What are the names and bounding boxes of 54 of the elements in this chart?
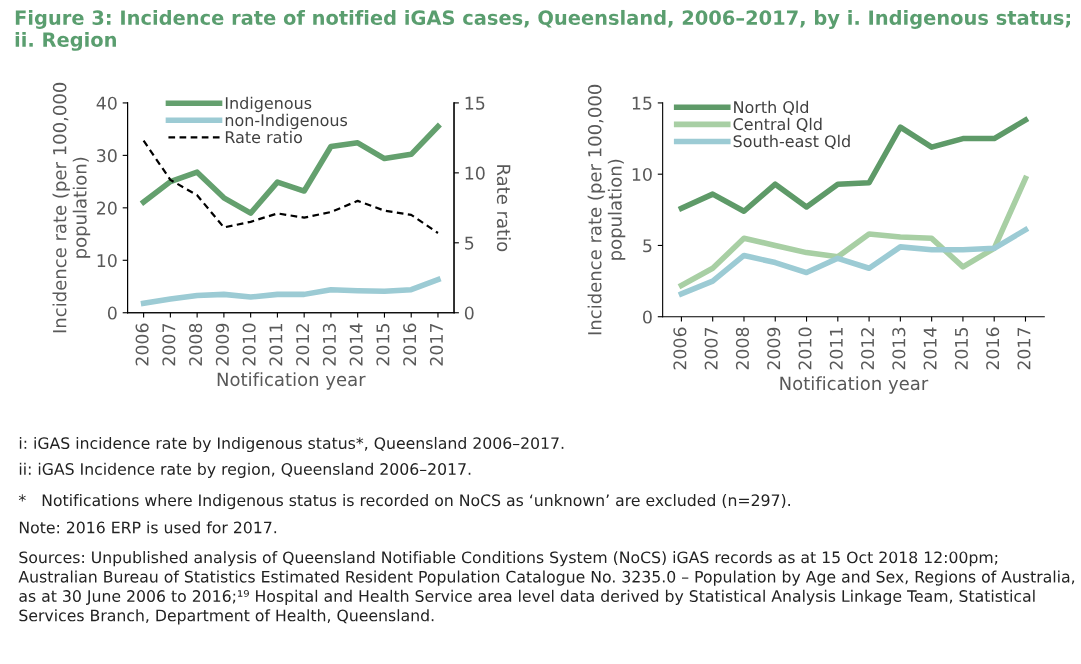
y-axis-title: Incidence rate (per 100,000 population) (52, 82, 91, 333)
x-tick-label: 2009 (215, 323, 229, 366)
x-tick-label: 2011 (269, 324, 283, 366)
y-tick-label: 10 (97, 254, 117, 268)
x-tick-label: 2011 (829, 328, 843, 370)
x-axis-title: Notification year (217, 372, 366, 390)
text: Figure 3: Incidence rate of notified iGAS cases, Queensland, 2006–2017, by i. Indigenous status; ii. Region (15, 9, 1071, 51)
x-tick-label: 2008 (189, 323, 203, 366)
x-axis-title: Notification year (780, 376, 929, 394)
y-tick-label: 30 (97, 149, 117, 163)
y-tick-label: 40 (96, 96, 117, 110)
x-tick-label: 2015 (376, 323, 390, 366)
legend-label: non-Indigenous (225, 113, 348, 130)
x-tick-label: 2016 (986, 327, 1000, 370)
x-tick-label: 2012 (860, 328, 875, 370)
text: ii: iGAS Incidence rate by region, Queensland 2006–2017. (19, 462, 471, 478)
text: * Notifications where Indigenous status is recorded on NoCS as ‘unknown’ are excluded (n=297). (18, 494, 790, 510)
y-tick-label: 0 (107, 306, 117, 320)
y2-tick-label: 0 (464, 306, 474, 320)
x-tick-label: 2006 (135, 323, 149, 366)
x-tick-label: 2006 (673, 327, 687, 370)
y-tick-label: 15 (632, 96, 652, 110)
y2-tick-label: 15 (465, 96, 485, 110)
x-tick-label: 2010 (242, 323, 256, 366)
x-tick-label: 2013 (892, 327, 906, 370)
x-tick-label: 2010 (798, 327, 812, 370)
legend-label: South-east Qld (733, 134, 850, 150)
y-axis-title: Incidence rate (per 100,000 population) (587, 84, 626, 335)
legend-label: Central Qld (733, 117, 822, 133)
legend-label: Rate ratio (225, 130, 302, 144)
x-tick-label: 2012 (296, 324, 310, 366)
text: Note: 2016 ERP is used for 2017. (19, 521, 277, 534)
x-tick-label: 2015 (954, 327, 968, 370)
x-tick-label: 2007 (162, 323, 176, 366)
x-tick-label: 2014 (349, 323, 363, 366)
y-tick-label: 5 (643, 239, 652, 253)
x-tick-label: 2009 (767, 327, 781, 370)
y-tick-label: 20 (97, 201, 117, 215)
x-tick-label: 2017 (429, 323, 443, 366)
legend-label: North Qld (734, 100, 809, 115)
x-tick-label: 2014 (923, 327, 937, 370)
y2-tick-label: 10 (465, 166, 485, 180)
y-tick-label: 0 (643, 310, 652, 324)
x-tick-label: 2007 (704, 327, 718, 370)
text: i: iGAS incidence rate by Indigenous status*, Queensland 2006–2017. (19, 436, 564, 453)
legend-label: Indigenous (225, 96, 312, 113)
x-tick-label: 2008 (735, 327, 750, 370)
x-tick-label: 2016 (403, 323, 417, 366)
source-note: Sources: Unpublished analysis of Queensland Notifiable Conditions System (NoCS) iGAS records as at 15 Oct 2018 12:00pm; Australian Bureau of Statistics Estimated Resident Population Catalogue No. 3235.0 – Population by Age and Sex, Regions of Australia, as at 30 June 2006 to 2016;¹⁹ Hospital and Health Service area level data derived by Statistical Analysis Linkage Team, Statistical Services Branch, Department of Health, Queensland. (18, 551, 1075, 625)
y-tick-label: 10 (632, 167, 652, 182)
x-tick-label: 2013 (322, 323, 336, 366)
y2-axis-title: Rate ratio (496, 165, 511, 252)
y2-tick-label: 5 (465, 236, 474, 250)
x-tick-label: 2017 (1017, 327, 1031, 370)
